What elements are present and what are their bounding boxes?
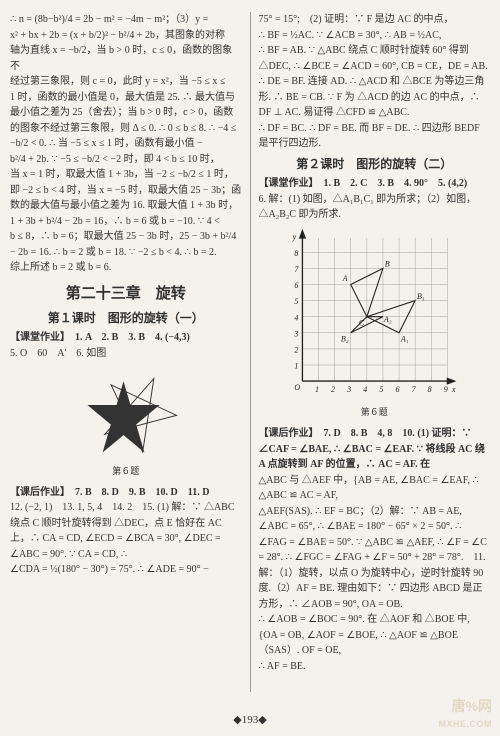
- homework-label: 【课后作业】 7. B 8. D 9. B 10. D 11. D: [10, 485, 242, 501]
- figure-6-right: y x O 1 2 3 4 5 6 7 8 9 1 2 3 4 5 6 7 8 A B C B₁ A₁ B₂ A…: [259, 229, 491, 420]
- classwork-cont-2: 6. 解：(1) 如图，△A₁B₁C₁ 即为所求；（2）如图，△A₂B₂C 即为…: [259, 192, 491, 223]
- math-text: 75° = 15°; (2) 证明：∵ F 是边 AC 的中点，: [259, 12, 491, 28]
- svg-text:2: 2: [295, 345, 299, 354]
- math-text: ∴ ∠AOB = ∠BOC = 90°. 在 △AOF 和 △BOE 中, {O…: [259, 612, 491, 659]
- math-text: x² + bx + 2b = (x + b/2)² − b²/4 + 2b，其图…: [10, 28, 242, 44]
- svg-text:5: 5: [380, 384, 384, 393]
- svg-text:8: 8: [428, 384, 432, 393]
- right-column: 75° = 15°; (2) 证明：∵ F 是边 AC 的中点， ∴ BF = …: [259, 12, 491, 692]
- math-text: 综上所述 b = 2 或 b = 6.: [10, 260, 242, 276]
- math-text: −b/2 < 0. ∴ 当 −5 ≤ x ≤ 1 时，函数有最小值 −: [10, 136, 242, 152]
- svg-text:B₁: B₁: [417, 291, 425, 300]
- classwork-text-2: 【课堂作业】 1. B 2. C 3. B 4. 90° 5. (4,2): [259, 178, 468, 189]
- classwork-cont: 5. O 60 A' 6. 如图: [10, 346, 242, 362]
- svg-text:3: 3: [294, 329, 299, 338]
- svg-text:5: 5: [295, 297, 299, 306]
- svg-text:7: 7: [295, 265, 300, 274]
- svg-text:8: 8: [295, 248, 299, 257]
- math-text: 即 −2 ≤ b < 4 时，当 x = −5 时，取最大值 25 − 3b；函…: [10, 183, 242, 214]
- math-text: ∴ BF = ½AC. ∵ ∠ACB = 30°, ∴ AB = ½AC,: [259, 28, 491, 44]
- math-text: ∴ BF = AB. ∵ △ABC 绕点 C 顺时针旋转 60° 得到 △DEC…: [259, 43, 491, 121]
- homework-label: 【课后作业】 7. D 8. B 4, 8 10. (1) 证明：∵ ∠CAF …: [259, 426, 491, 473]
- figure-caption: 第６题: [10, 465, 242, 479]
- svg-text:4: 4: [295, 313, 299, 322]
- classwork-label: 【课堂作业】 1. B 2. C 3. B 4. 90° 5. (4,2): [259, 176, 491, 192]
- svg-text:6: 6: [396, 384, 400, 393]
- chapter-title: 第二十三章 旋转: [10, 282, 242, 305]
- watermark: 唐%网MXHE.COM: [439, 699, 493, 730]
- svg-text:A₁: A₁: [400, 334, 409, 343]
- svg-text:C: C: [359, 318, 365, 327]
- svg-text:x: x: [451, 384, 456, 393]
- math-text: ∴ AF = BE.: [259, 659, 491, 675]
- lesson-title-2: 第２课时 图形的旋转（二）: [259, 155, 491, 174]
- svg-text:1: 1: [295, 361, 299, 370]
- svg-text:O: O: [295, 383, 301, 392]
- svg-text:4: 4: [364, 384, 368, 393]
- classwork-text: 【课堂作业】 1. A 2. B 3. B 4. (−4,3): [10, 332, 190, 343]
- homework-text-2: 【课后作业】 7. D 8. B 4, 8 10. (1) 证明：∵ ∠CAF …: [259, 428, 485, 470]
- svg-text:A: A: [342, 273, 348, 282]
- math-text: ∠CDA = ½(180° − 30°) = 75°. ∴ ∠ADE = 90°…: [10, 562, 242, 578]
- math-text: 轴为直线 x = −b/2，当 b > 0 时，c ≤ 0，函数的图象不: [10, 43, 242, 74]
- svg-text:B₂: B₂: [341, 334, 349, 343]
- figure-6-left: 第６题: [10, 367, 242, 478]
- math-text: △ABC 与 △AEF 中，{AB = AE, ∠BAC = ∠EAF, ∴ △…: [259, 473, 491, 504]
- math-text: b²/4 + 2b. ∵ −5 ≤ −b/2 < −2 时，即 4 < b ≤ …: [10, 152, 242, 168]
- homework-text: 【课后作业】 7. B 8. D 9. B 10. D 11. D: [10, 487, 209, 498]
- classwork-label: 【课堂作业】 1. A 2. B 3. B 4. (−4,3): [10, 330, 242, 346]
- lesson-title: 第１课时 图形的旋转（一）: [10, 309, 242, 328]
- svg-text:A₂: A₂: [383, 315, 392, 324]
- svg-text:7: 7: [412, 384, 417, 393]
- math-text: b ≤ 8，∴ b = 6；取最大值 25 − 3b 时，25 − 3b + b…: [10, 229, 242, 245]
- svg-text:3: 3: [346, 384, 351, 393]
- svg-text:9: 9: [444, 384, 448, 393]
- math-text: 12. (−2, 1) 13. 1, 5, 4 14. 2 15. (1) 解：…: [10, 500, 242, 562]
- coordinate-grid-icon: y x O 1 2 3 4 5 6 7 8 9 1 2 3 4 5 6 7 8 A B C B₁ A₁ B₂ A…: [289, 229, 459, 399]
- svg-text:1: 1: [315, 384, 319, 393]
- math-text: 1 + 3b + b²/4 − 2b = 16，∴ b = 6 或 b = −1…: [10, 214, 242, 230]
- svg-text:6: 6: [295, 281, 299, 290]
- math-text: − 2b = 16. ∴ b = 2 或 b = 18. ∵ −2 ≤ b < …: [10, 245, 242, 261]
- svg-text:y: y: [292, 232, 297, 241]
- math-text: 当 x = 1 时，取最大值 1 + 3b，当 −2 ≤ −b/2 ≤ 1 时，: [10, 167, 242, 183]
- figure-caption-2: 第６题: [259, 406, 491, 420]
- math-text: △AEF(SAS). ∴ EF = BC；（2）解：∵ AB = AE, ∠AB…: [259, 504, 491, 613]
- page-number-value: 193: [242, 714, 259, 726]
- svg-text:B: B: [385, 259, 390, 268]
- page-number: ◆193◆: [233, 713, 266, 726]
- math-text: ∴ DF = BC. ∴ DF = BE. 而 BF = DE. ∴ 四边形 B…: [259, 121, 491, 152]
- math-text: 经过第三象限，则 c = 0，此时 y = x²，当 −5 ≤ x ≤: [10, 74, 242, 90]
- math-text: 1 时，函数的最小值是 0，最大值是 25. ∴ 最大值与最小值之差为 25（舍…: [10, 90, 242, 137]
- column-divider: [250, 12, 251, 692]
- math-text: ∴ n = (8b−b²)/4 = 2b − m² = −4m − m²；（3）…: [10, 12, 242, 28]
- left-column: ∴ n = (8b−b²)/4 = 2b − m² = −4m − m²；（3）…: [10, 12, 242, 692]
- star-shape-icon: [71, 367, 181, 457]
- svg-text:2: 2: [331, 384, 335, 393]
- page-content: ∴ n = (8b−b²)/4 = 2b − m² = −4m − m²；（3）…: [0, 0, 500, 700]
